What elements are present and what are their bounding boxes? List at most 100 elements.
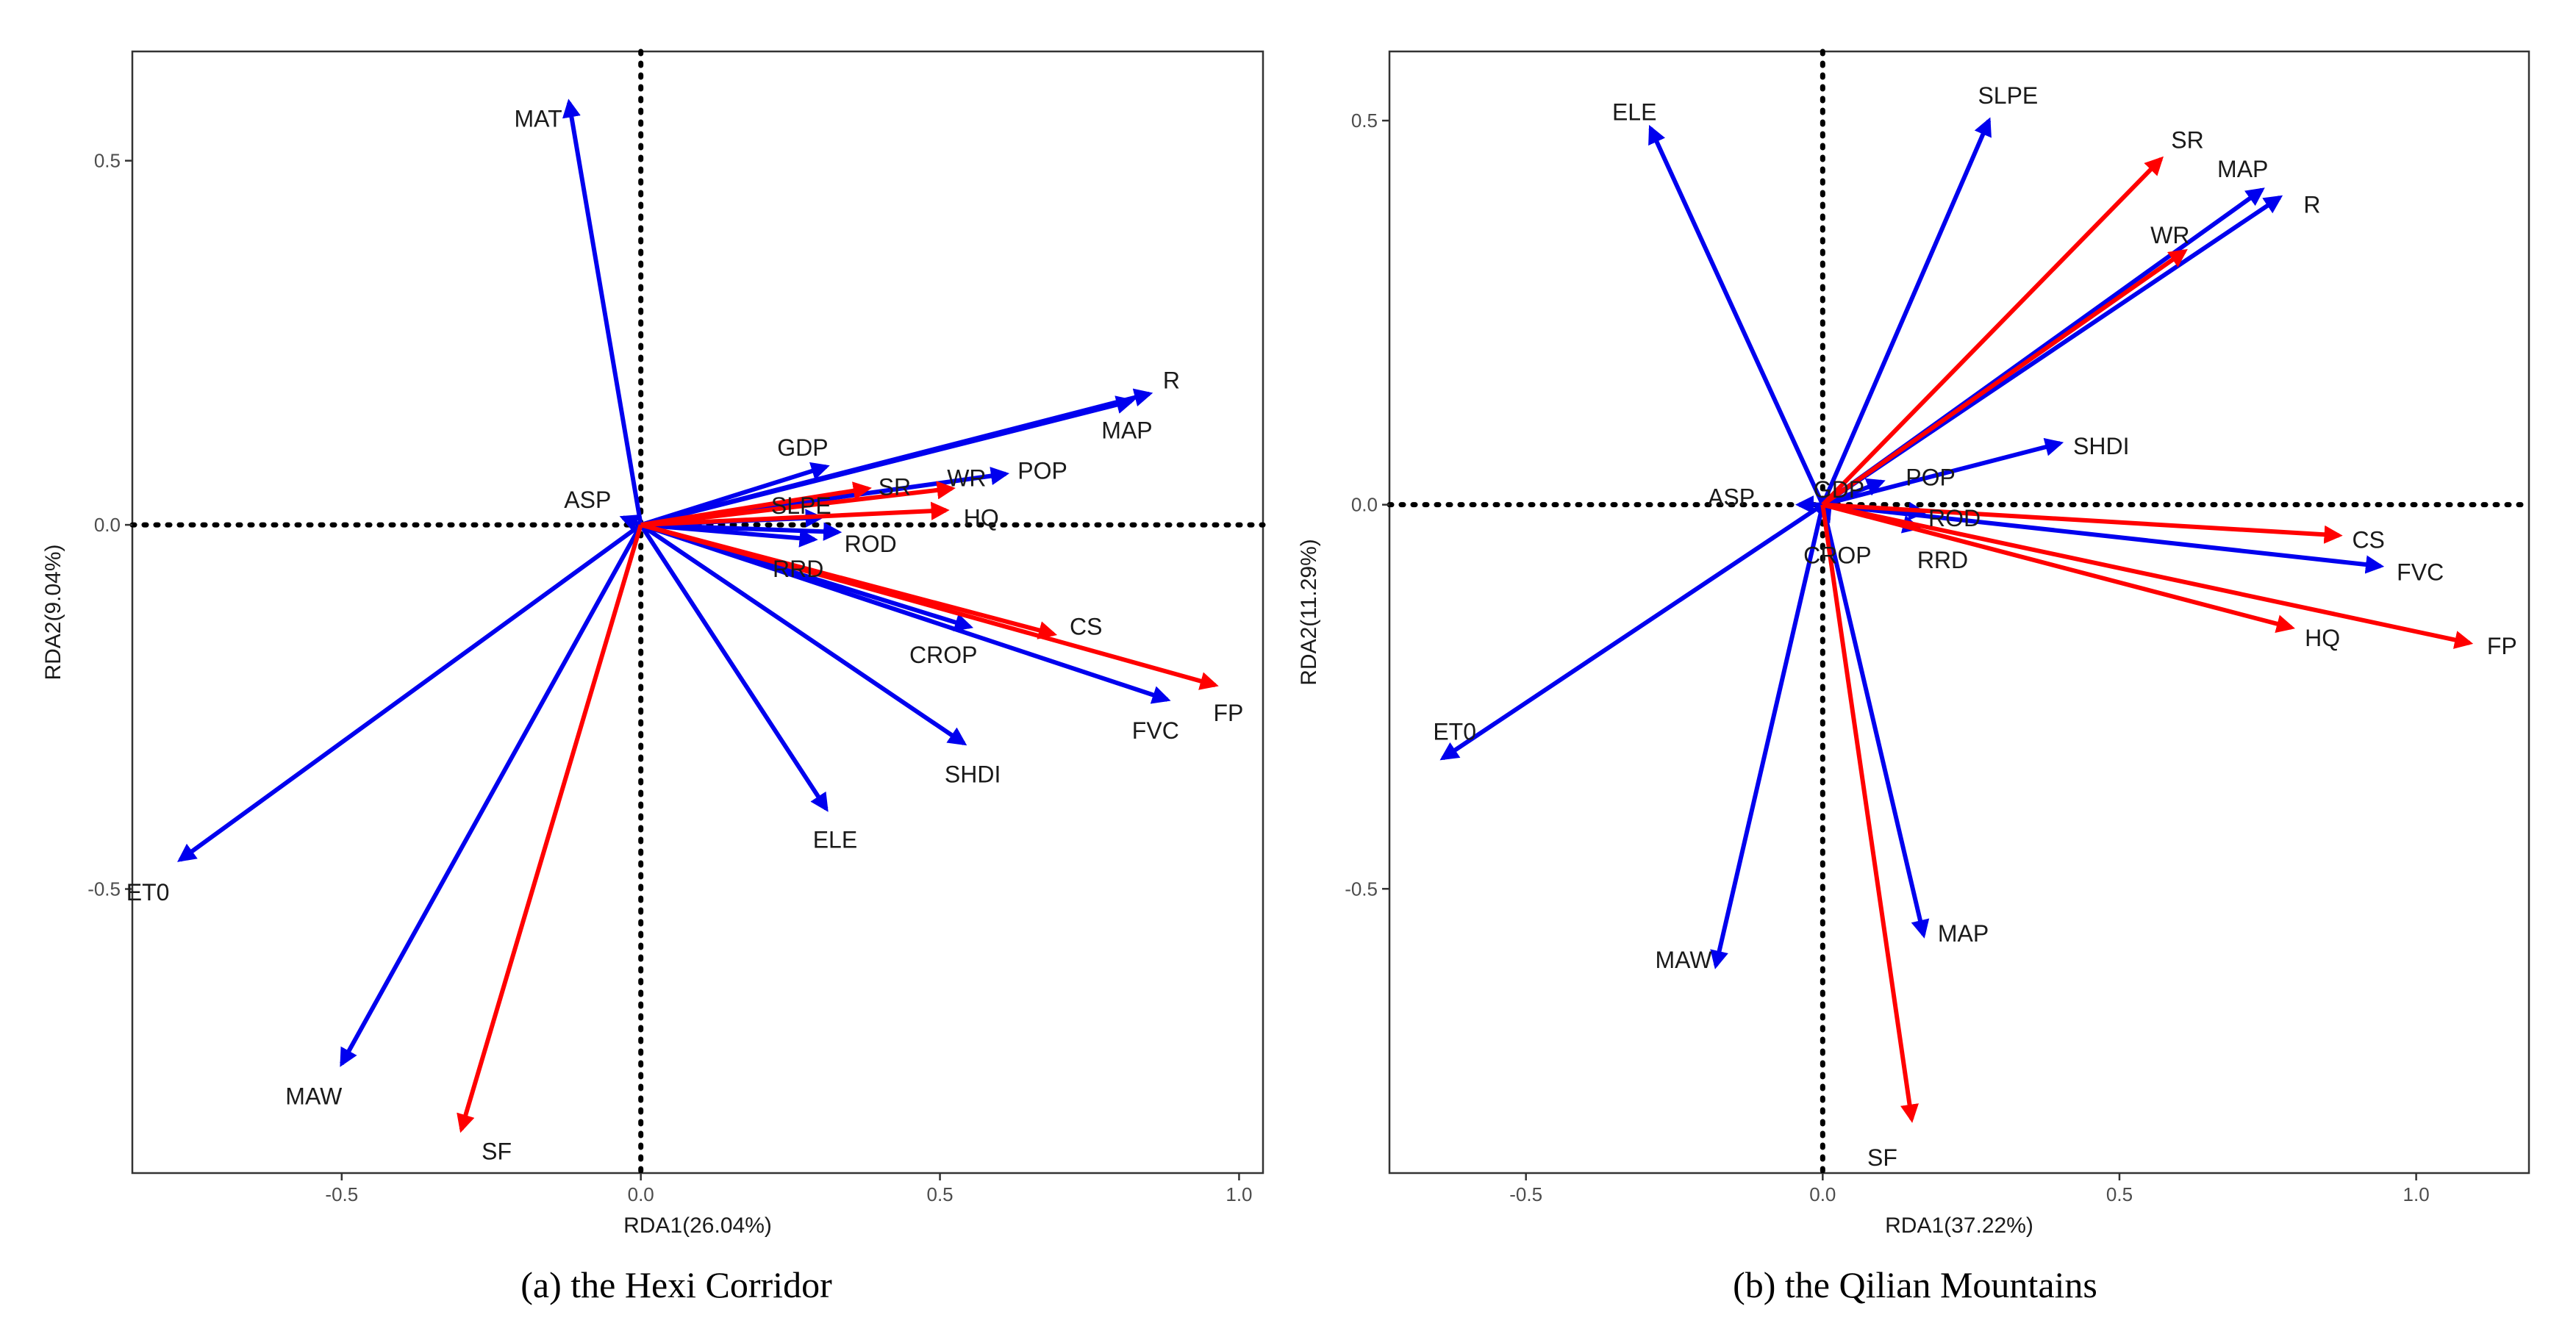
vector-label-maw: MAW: [1656, 947, 1713, 973]
x-tick-label: 1.0: [2403, 1183, 2430, 1205]
vector-arrow-et0: [177, 523, 643, 862]
y-tick-label: -0.5: [87, 878, 121, 900]
vector-label-sf: SF: [1867, 1144, 1897, 1171]
vector-label-cs: CS: [1070, 614, 1102, 640]
vector-label-rod: ROD: [1928, 505, 1981, 531]
vector-arrows: [1439, 117, 2474, 1123]
vector-label-sf: SF: [482, 1139, 512, 1165]
vector-labels: ELE SLPE MAP R SHDI POP GDP ASP ROD RRD CROP FVC MAP…: [1433, 82, 2516, 1171]
vector-label-gdp: GDP: [777, 434, 828, 461]
panel-caption: (b) the Qilian Mountains: [1733, 1264, 2097, 1305]
x-tick-label: 0.5: [2106, 1183, 2133, 1205]
vector-label-wr: WR: [947, 465, 986, 492]
y-tick-label: 0.0: [1351, 494, 1378, 516]
x-tick-label: 0.0: [1809, 1183, 1836, 1205]
vector-arrow-ele: [639, 523, 829, 812]
vector-label-fp: FP: [1213, 700, 1243, 726]
vector-arrow-wr: [640, 481, 956, 528]
vector-arrow-et0: [1439, 503, 1824, 761]
vector-label-map: MAP: [1101, 417, 1152, 444]
vector-arrow-sr: [1821, 156, 2164, 506]
vector-arrows: [177, 98, 1219, 1133]
y-tick-label: -0.5: [1345, 878, 1378, 900]
x-tick-label: 1.0: [1226, 1183, 1252, 1205]
vector-label-r: R: [2303, 192, 2320, 218]
vector-label-pop: POP: [1906, 464, 1956, 490]
vector-label-map: MAP: [1938, 920, 1989, 947]
vector-arrow-map: [640, 395, 1135, 527]
x-tick-label: 0.5: [926, 1183, 953, 1205]
vector-label-cs: CS: [2352, 526, 2384, 553]
vector-arrow-hq: [1822, 502, 2295, 633]
vector-label-et0: ET0: [1433, 719, 1476, 745]
vector-label-fp: FP: [2487, 633, 2517, 659]
vector-label-mat: MAT: [514, 105, 562, 132]
vector-arrow-maw: [340, 523, 643, 1067]
vector-arrow-wr: [1821, 248, 2188, 507]
vector-label-ele: ELE: [813, 827, 857, 853]
x-axis-title: RDA1(26.04%): [623, 1213, 772, 1238]
plot-frame: [1388, 50, 2530, 1175]
vector-label-sr: SR: [879, 474, 911, 501]
vector-arrow-sf: [457, 524, 643, 1133]
vector-arrow-map: [1820, 503, 1930, 939]
panel-caption: (a) the Hexi Corridor: [520, 1264, 832, 1305]
vector-arrow-mat: [562, 98, 643, 526]
vector-label-shdi: SHDI: [945, 761, 1001, 787]
vector-label-hq: HQ: [964, 504, 999, 531]
vector-label-maw: MAW: [285, 1083, 343, 1109]
vector-arrow-rrd: [640, 523, 818, 548]
y-tick-label: 0.0: [94, 514, 121, 536]
vector-label-rrd: RRD: [1917, 547, 1968, 573]
vector-label-map: MAP: [2217, 156, 2268, 182]
panel-hexi-corridor: -0.5 0.0 0.5 1.0 -0.5 0.0 0.5 MAT R MAP POP GDP SLP…: [41, 49, 1266, 1305]
vector-label-fvc: FVC: [2397, 559, 2444, 585]
panel-qilian-mountains: -0.5 0.0 0.5 1.0 -0.5 0.0 0.5 ELE SLPE MAP R SHDI P…: [1297, 49, 2532, 1305]
y-tick-label: 0.5: [1351, 110, 1378, 132]
y-axis-title: RDA2(11.29%): [1297, 539, 1321, 686]
y-tick-label: 0.5: [94, 150, 121, 172]
x-tick-label: -0.5: [325, 1183, 358, 1205]
vector-label-fvc: FVC: [1132, 717, 1179, 744]
vector-label-et0: ET0: [126, 879, 170, 906]
vector-arrow-slpe: [1820, 117, 1992, 506]
vector-arrow-hq: [640, 501, 950, 528]
vector-arrow-gdp: [640, 462, 830, 527]
axis-ticks: -0.5 0.0 0.5 1.0 -0.5 0.0 0.5: [87, 150, 1252, 1205]
vector-label-slpe: SLPE: [1978, 82, 2038, 109]
vector-arrow-maw: [1710, 503, 1825, 969]
vector-labels: MAT R MAP POP GDP SLPE ROD RRD CROP FVC SHDI ELE ET0…: [126, 105, 1244, 1164]
y-axis-title: RDA2(9.04%): [41, 544, 65, 680]
vector-label-slpe: SLPE: [771, 492, 831, 519]
vector-label-rod: ROD: [845, 531, 897, 557]
vector-label-asp: ASP: [1708, 484, 1755, 511]
vector-label-wr: WR: [2150, 222, 2189, 248]
vector-arrow-sf: [1820, 504, 1919, 1123]
x-tick-label: -0.5: [1509, 1183, 1542, 1205]
vector-label-ele: ELE: [1612, 99, 1656, 126]
vector-arrow-ele: [1648, 124, 1825, 506]
vector-label-rrd: RRD: [773, 556, 823, 582]
vector-label-gdp: GDP: [1814, 476, 1864, 503]
vector-label-hq: HQ: [2305, 625, 2340, 651]
vector-arrow-cs: [1822, 502, 2343, 544]
vector-label-sr: SR: [2171, 126, 2203, 153]
zero-reference-lines: [1387, 49, 2532, 1176]
vector-label-shdi: SHDI: [2073, 433, 2129, 459]
vector-label-pop: POP: [1017, 458, 1067, 484]
x-tick-label: 0.0: [628, 1183, 654, 1205]
vector-label-crop: CROP: [909, 642, 977, 668]
vector-label-crop: CROP: [1803, 542, 1871, 569]
vector-arrow-fvc: [640, 523, 1171, 704]
vector-arrow-asp: [619, 514, 642, 532]
x-axis-title: RDA1(37.22%): [1885, 1213, 2033, 1238]
vector-arrow-shdi: [640, 523, 967, 746]
vector-label-r: R: [1163, 368, 1180, 394]
axis-ticks: -0.5 0.0 0.5 1.0 -0.5 0.0 0.5: [1345, 110, 2430, 1205]
vector-arrow-fp: [640, 523, 1219, 690]
vector-arrow-fvc: [1822, 502, 2385, 574]
vector-arrow-shdi: [1822, 437, 2064, 507]
vector-label-asp: ASP: [564, 487, 611, 513]
vector-arrow-fp: [1822, 502, 2474, 649]
